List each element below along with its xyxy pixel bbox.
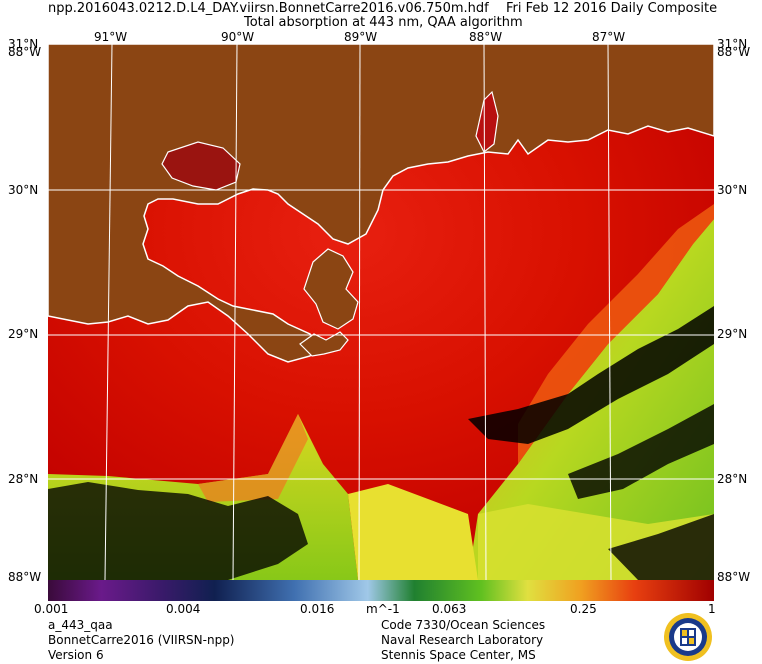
grid-lon-88w (483, 44, 487, 580)
no-data-bottom-right (608, 514, 714, 580)
lon-label-87w: 87°W (592, 30, 626, 44)
footer-version: Version 6 (48, 648, 104, 662)
footer-code: Code 7330/Ocean Sciences (381, 618, 546, 632)
orange-strip-southwest (198, 414, 308, 502)
cbar-tick-0-016: 0.016 (300, 602, 335, 616)
footer-lab: Naval Research Laboratory (381, 633, 544, 647)
graticule (48, 44, 714, 580)
grid-lon-90w (232, 44, 238, 580)
lat-label-30n-left: 30°N (8, 183, 39, 197)
cbar-tick-0-004: 0.004 (166, 602, 201, 616)
grid-lon-89w (358, 44, 361, 580)
file-name: npp.2016043.0212.D.L4_DAY.viirsn.BonnetC… (48, 1, 489, 16)
cbar-tick-0-063: 0.063 (432, 602, 467, 616)
land-mass (48, 44, 714, 363)
no-data-southwest (48, 482, 308, 580)
colorbar-gradient (48, 580, 714, 601)
lat-label-29n-right: 29°N (717, 327, 748, 341)
lon-label-91w: 91°W (94, 30, 128, 44)
lat-label-30n-right: 30°N (717, 183, 748, 197)
corner-br-lon: 88°W (717, 570, 751, 584)
cbar-tick-0-001: 0.001 (34, 602, 69, 616)
lon-label-90w: 90°W (221, 30, 255, 44)
footer-product-name: a_443_qaa (48, 618, 113, 632)
lat-label-29n-left: 29°N (8, 327, 39, 341)
corner-tr-lat: 31°N (717, 37, 748, 51)
delta-bird-foot (299, 331, 349, 357)
offshore-yellow-south (348, 484, 478, 580)
cbar-unit: m^-1 (366, 602, 400, 616)
corner-tr-lon: 88°W (717, 45, 751, 59)
no-data-center (468, 306, 714, 444)
absorption-map (48, 44, 714, 580)
delta-east-lobe (303, 248, 359, 330)
corner-tl-lon: 88°W (8, 45, 42, 59)
footer-dataset: BonnetCarre2016 (VIIRSN-npp) (48, 633, 235, 647)
grid-lon-87w (607, 44, 612, 580)
colorbar (48, 580, 714, 601)
grid-lon-91w (104, 44, 113, 580)
footer-left: a_443_qaa BonnetCarre2016 (VIIRSN-npp) V… (48, 618, 235, 663)
lon-label-89w: 89°W (344, 30, 378, 44)
cbar-tick-0-25: 0.25 (570, 602, 597, 616)
orange-band-east (518, 204, 714, 464)
footer-location: Stennis Space Center, MS (381, 648, 536, 662)
lat-label-28n-right: 28°N (717, 472, 748, 486)
nrl-seal-logo (664, 613, 712, 661)
lon-label-88w: 88°W (469, 30, 503, 44)
cbar-tick-1: 1 (708, 602, 716, 616)
lat-label-28n-left: 28°N (8, 472, 39, 486)
no-data-east (568, 404, 714, 499)
composite-date: Fri Feb 12 2016 Daily Composite (506, 1, 718, 16)
corner-bl-lon: 88°W (8, 570, 42, 584)
corner-tl-lat: 31°N (8, 37, 39, 51)
lake-pontchartrain (161, 141, 241, 191)
footer-right: Code 7330/Ocean Sciences Naval Research … (381, 618, 545, 663)
product-title: Total absorption at 443 nm, QAA algorith… (244, 15, 523, 30)
